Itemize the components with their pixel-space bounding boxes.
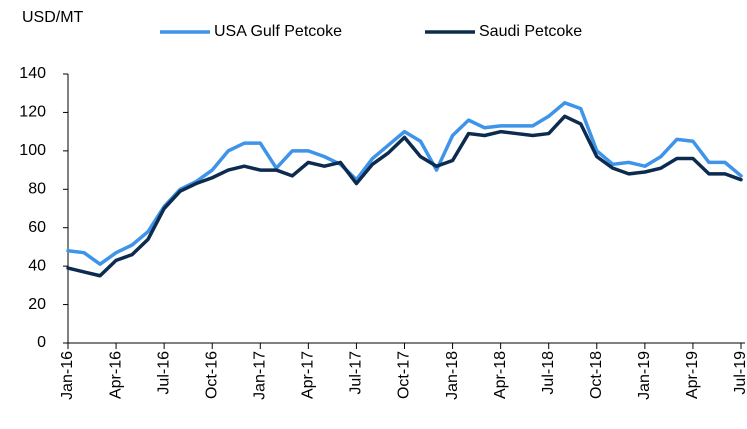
- x-tick-label: Oct-17: [396, 351, 413, 399]
- x-tick-label: Jul-16: [155, 351, 172, 395]
- x-tick-label: Jul-18: [540, 351, 557, 395]
- x-tick-label: Jan-16: [59, 351, 76, 400]
- legend-label: Saudi Petcoke: [479, 23, 582, 40]
- x-tick-label: Apr-16: [107, 351, 124, 399]
- series-line: [66, 101, 743, 266]
- x-tick-label: Jan-19: [636, 351, 653, 400]
- y-tick-label: 80: [28, 181, 46, 198]
- y-tick-label: 120: [19, 104, 46, 121]
- x-tick-label: Apr-19: [684, 351, 701, 399]
- x-tick-label: Oct-18: [588, 351, 605, 399]
- x-tick-label: Jul-19: [732, 351, 747, 395]
- y-tick-label: 140: [19, 65, 46, 82]
- y-axis-label: USD/MT: [22, 9, 84, 26]
- x-tick-label: Jan-18: [444, 351, 461, 400]
- x-tick-label: Oct-16: [203, 351, 220, 399]
- y-tick-label: 20: [28, 296, 46, 313]
- y-tick-label: 0: [37, 334, 46, 351]
- x-tick-label: Jul-17: [348, 351, 365, 395]
- series-line: [66, 114, 743, 278]
- y-tick-label: 100: [19, 142, 46, 159]
- y-tick-label: 40: [28, 257, 46, 274]
- x-tick-label: Apr-17: [300, 351, 317, 399]
- x-tick-label: Jan-17: [252, 351, 269, 400]
- legend-label: USA Gulf Petcoke: [214, 23, 342, 40]
- x-tick-label: Apr-18: [492, 351, 509, 399]
- y-tick-label: 60: [28, 219, 46, 236]
